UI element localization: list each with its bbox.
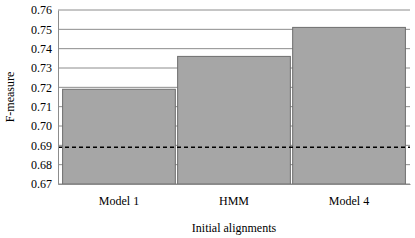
bar bbox=[293, 27, 406, 184]
x-axis: Model 1 HMM Model 4 bbox=[59, 184, 411, 208]
y-tick-label: 0.76 bbox=[31, 3, 52, 17]
y-tick: 0.70 bbox=[31, 119, 58, 133]
x-tick: HMM bbox=[219, 184, 249, 208]
y-tick-label: 0.72 bbox=[31, 81, 52, 95]
y-tick-label: 0.70 bbox=[31, 119, 52, 133]
grid-line bbox=[58, 10, 410, 11]
y-axis-title: F-measure bbox=[3, 72, 17, 123]
y-tick-label: 0.73 bbox=[31, 61, 52, 75]
baseline bbox=[58, 147, 410, 149]
y-tick: 0.72 bbox=[31, 81, 58, 95]
bar bbox=[178, 56, 291, 184]
y-tick-label: 0.69 bbox=[31, 139, 52, 153]
y-axis: 0.67 0.68 0.69 0.70 0.71 0.72 0.73 0.74 0.75 0.76 bbox=[31, 3, 59, 191]
x-tick-label: Model 4 bbox=[329, 194, 369, 208]
y-tick: 0.69 bbox=[31, 139, 58, 153]
y-tick-label: 0.68 bbox=[31, 158, 52, 172]
y-tick: 0.73 bbox=[31, 61, 58, 75]
y-tick: 0.68 bbox=[31, 158, 58, 172]
y-tick: 0.67 bbox=[31, 177, 58, 191]
chart: 0.67 0.68 0.69 0.70 0.71 0.72 0.73 0.74 0.75 0.76… bbox=[0, 0, 415, 238]
y-tick: 0.75 bbox=[31, 23, 58, 37]
y-tick: 0.71 bbox=[31, 100, 58, 114]
y-tick: 0.74 bbox=[31, 42, 58, 56]
y-tick-label: 0.74 bbox=[31, 42, 52, 56]
y-tick-label: 0.71 bbox=[31, 100, 52, 114]
x-tick-label: Model 1 bbox=[99, 194, 139, 208]
y-tick-label: 0.67 bbox=[31, 177, 52, 191]
marks bbox=[58, 27, 410, 184]
plot: 0.67 0.68 0.69 0.70 0.71 0.72 0.73 0.74 0.75 0.76… bbox=[31, 3, 411, 207]
y-axis-line bbox=[58, 11, 59, 185]
x-axis-line bbox=[59, 184, 411, 185]
x-tick: Model 1 bbox=[99, 184, 139, 208]
x-axis-title: Initial alignments bbox=[192, 221, 277, 235]
y-tick: 0.76 bbox=[31, 3, 58, 17]
x-tick: Model 4 bbox=[329, 184, 369, 208]
bar bbox=[63, 89, 176, 184]
x-tick-label: HMM bbox=[219, 194, 249, 208]
grid bbox=[58, 10, 410, 184]
y-tick-label: 0.75 bbox=[31, 23, 52, 37]
